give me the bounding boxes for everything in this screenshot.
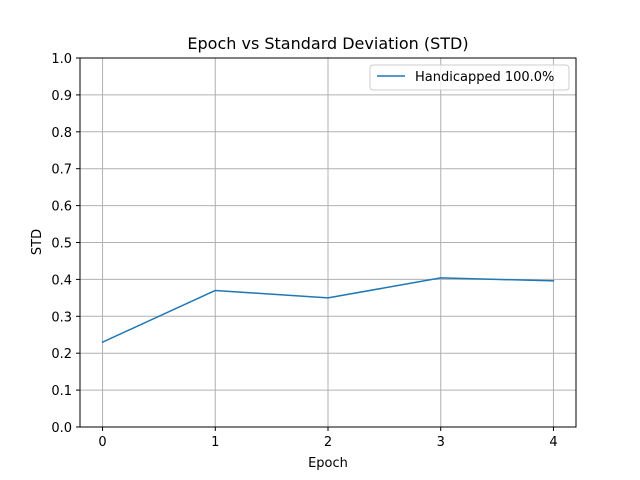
y-tick-label: 0.4 [51, 273, 72, 288]
x-axis-label: Epoch [308, 456, 348, 471]
y-tick-label: 0.6 [51, 200, 72, 215]
gridlines [80, 57, 576, 428]
series-layer [101, 277, 555, 344]
legend: Handicapped 100.0% [369, 64, 570, 91]
legend-label: Handicapped 100.0% [415, 70, 554, 85]
x-tick-label: 0 [98, 435, 106, 450]
x-tick-label: 3 [437, 435, 445, 450]
y-tick-label: 0.8 [51, 126, 72, 141]
y-tick-label: 1.0 [51, 52, 72, 67]
y-tick-label: 0.9 [51, 89, 72, 104]
y-tick-label: 0.5 [51, 237, 72, 252]
x-tick-label: 2 [324, 435, 332, 450]
y-tick-label: 0.2 [51, 347, 72, 362]
legend-box [369, 64, 570, 91]
y-tick-label: 0.7 [51, 163, 72, 178]
y-axis-label: STD [30, 229, 45, 255]
chart-title: Epoch vs Standard Deviation (STD) [187, 34, 468, 53]
y-tick-label: 0.0 [51, 421, 72, 436]
x-tick-label: 1 [211, 435, 219, 450]
y-tick-label: 0.3 [51, 310, 72, 325]
x-tick-label: 4 [549, 435, 557, 450]
y-tick-label: 0.1 [51, 384, 72, 399]
y-ticks: 0.0 0.1 0.2 0.3 0.4 0.5 0.6 0.7 0.8 0.9 1.0 [51, 52, 80, 436]
x-ticks: 0 1 2 3 4 [98, 427, 558, 450]
